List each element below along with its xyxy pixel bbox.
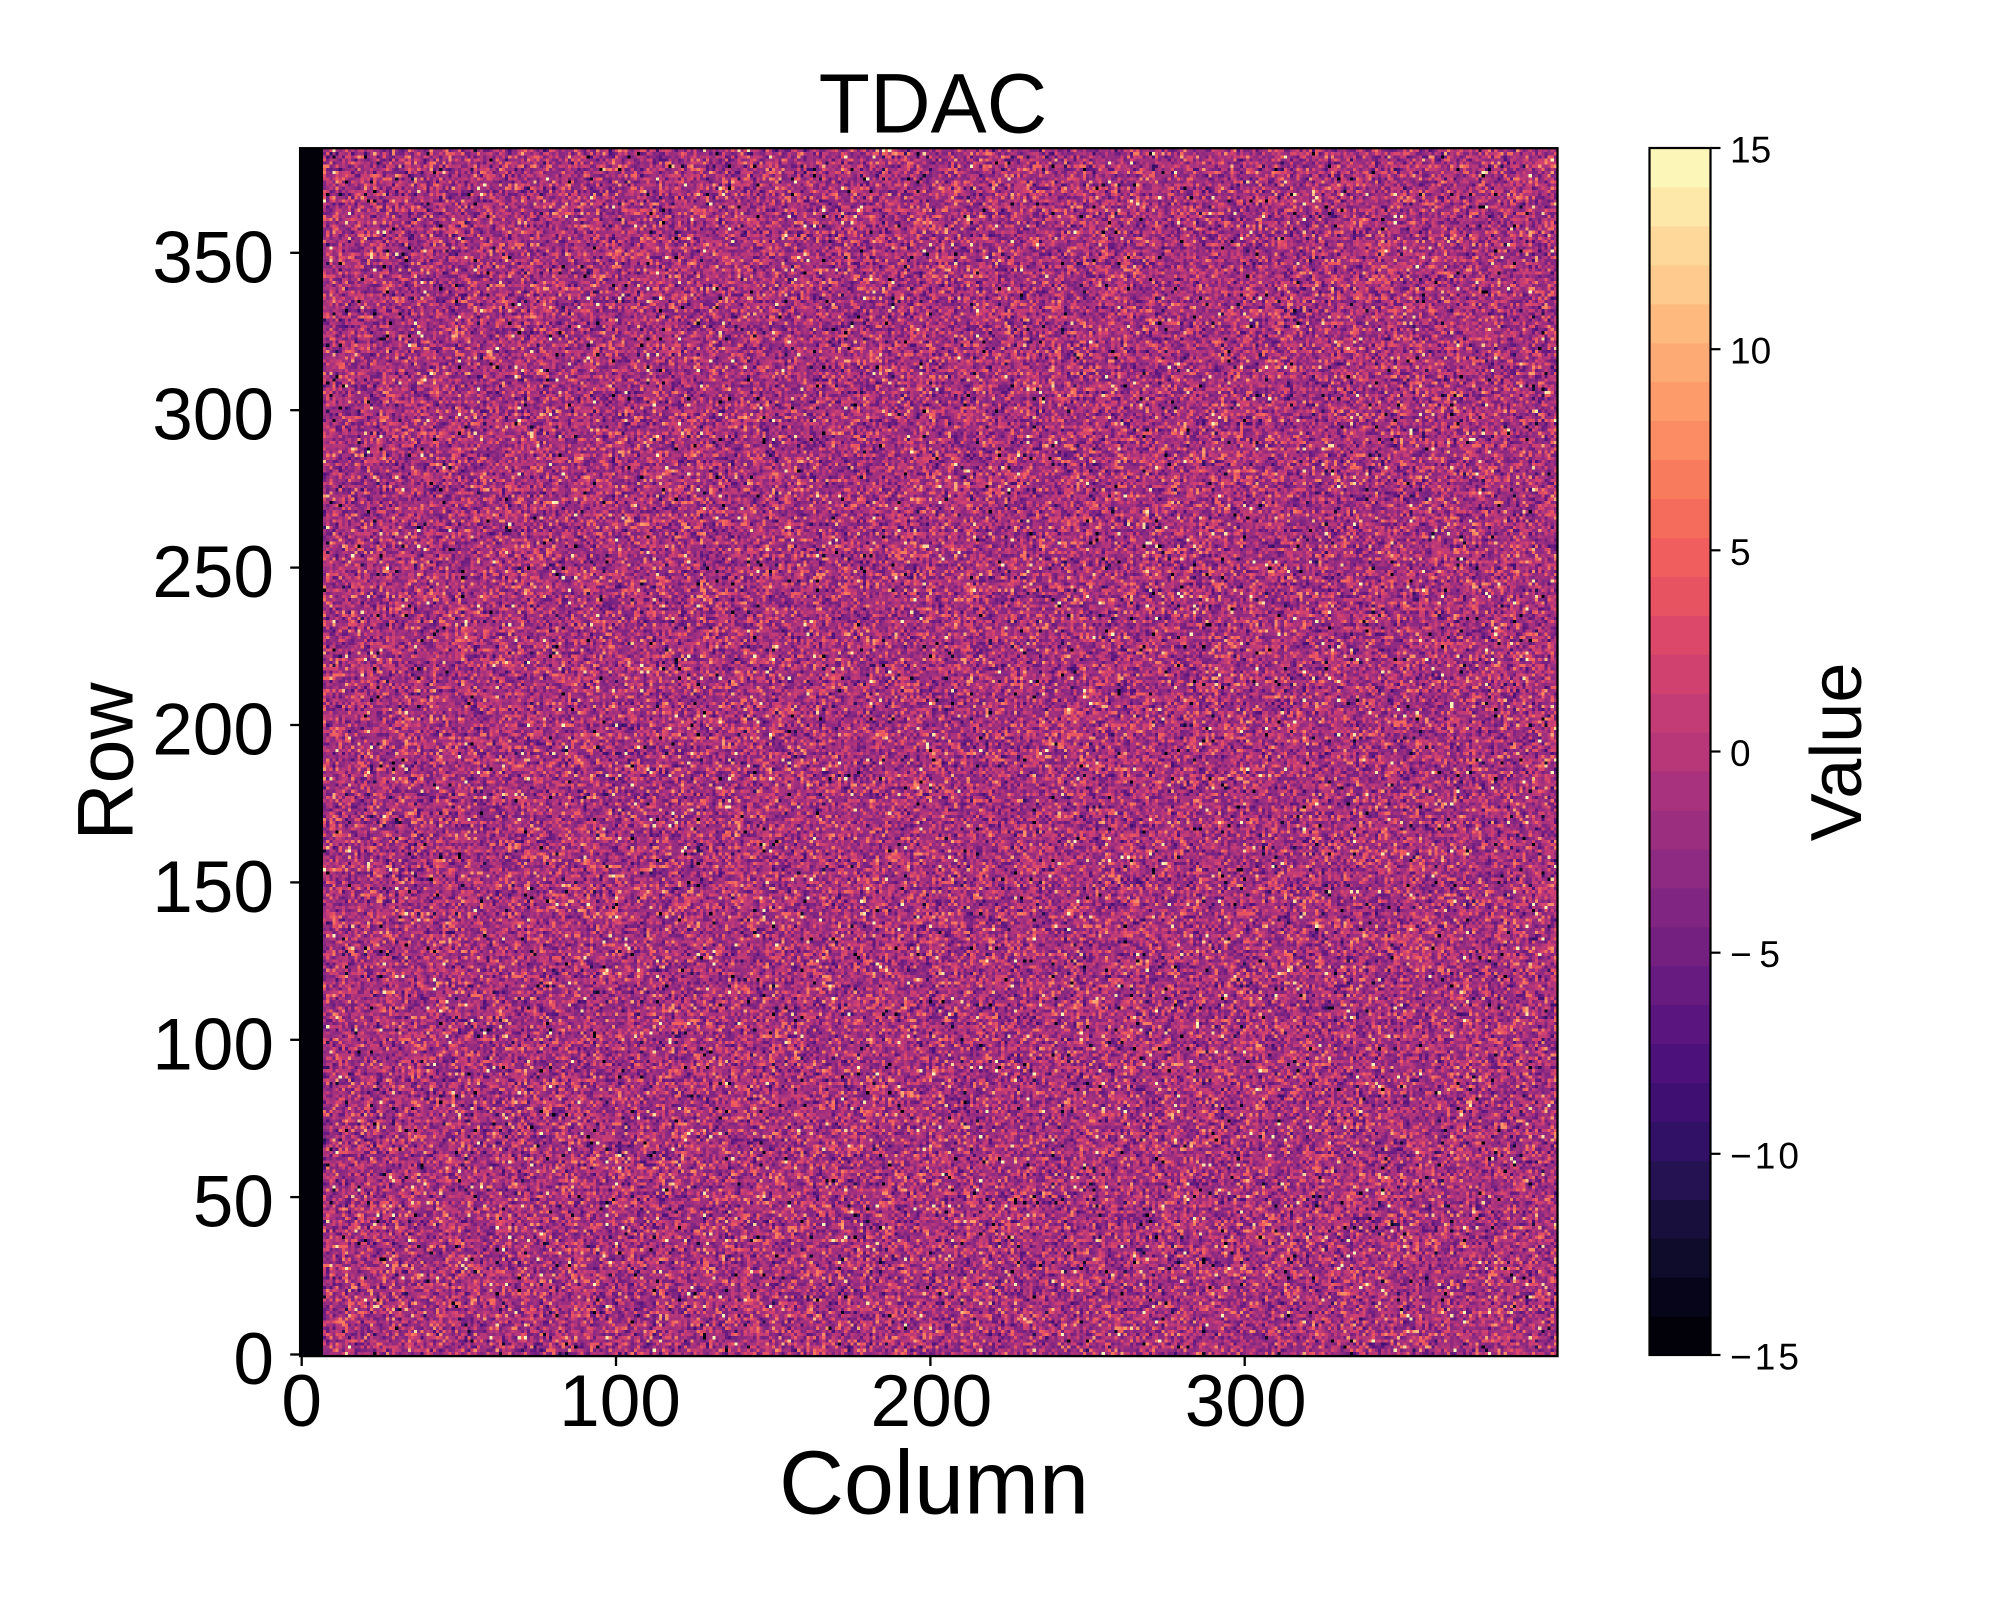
svg-text:−15: −15 [1730,1337,1799,1378]
svg-text:Value: Value [1797,663,1877,842]
svg-text:200: 200 [152,690,274,771]
svg-text:Column: Column [779,1434,1089,1534]
svg-text:−10: −10 [1730,1135,1799,1176]
svg-text:0: 0 [233,1319,274,1400]
svg-text:−5: −5 [1730,934,1780,975]
svg-text:5: 5 [1730,532,1751,573]
svg-text:250: 250 [152,532,274,613]
svg-text:300: 300 [152,375,274,456]
svg-text:0: 0 [1730,733,1751,774]
svg-text:100: 100 [152,1004,274,1085]
svg-text:100: 100 [559,1361,681,1442]
svg-text:350: 350 [152,217,274,298]
svg-text:TDAC: TDAC [819,57,1048,151]
svg-text:150: 150 [152,847,274,928]
svg-text:0: 0 [281,1361,322,1442]
svg-text:200: 200 [870,1361,992,1442]
svg-text:Row: Row [61,682,150,841]
svg-text:15: 15 [1730,130,1771,171]
svg-text:50: 50 [193,1162,274,1243]
svg-text:10: 10 [1730,331,1771,372]
svg-text:300: 300 [1185,1361,1307,1442]
